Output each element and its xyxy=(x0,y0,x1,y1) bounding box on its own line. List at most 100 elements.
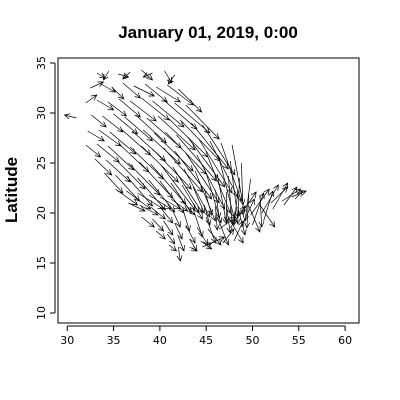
wind-arrow xyxy=(133,85,156,97)
wind-arrow xyxy=(216,216,230,246)
wind-arrow xyxy=(163,220,174,236)
wind-arrow xyxy=(228,216,244,244)
wind-arrow xyxy=(104,172,124,194)
wind-arrow xyxy=(126,190,152,210)
wind-arrow xyxy=(150,163,187,205)
wind-arrow xyxy=(191,122,229,170)
wind-arrow xyxy=(170,198,189,212)
wind-arrow xyxy=(196,154,226,210)
wind-arrow xyxy=(207,228,222,246)
wind-arrow xyxy=(213,205,220,231)
wind-arrow xyxy=(192,202,203,220)
wind-arrow xyxy=(129,100,157,122)
wind-arrow xyxy=(152,148,192,190)
wind-arrow xyxy=(172,166,203,214)
wind-arrow xyxy=(233,220,244,242)
wind-arrow xyxy=(203,204,212,226)
wind-arrow xyxy=(94,158,113,176)
y-tick-label: 15 xyxy=(35,256,48,270)
wind-arrow xyxy=(96,99,115,111)
wind-arrow xyxy=(176,134,217,182)
wind-arrow xyxy=(141,216,155,228)
wind-arrow xyxy=(185,104,220,140)
wind-arrow xyxy=(168,244,178,252)
x-tick-label: 50 xyxy=(245,334,259,347)
wind-arrow xyxy=(128,162,161,196)
chart-title: January 01, 2019, 0:00 xyxy=(118,23,298,42)
wind-arrow xyxy=(164,70,173,84)
wind-arrow xyxy=(150,206,167,220)
wind-arrow xyxy=(258,194,265,228)
y-tick-label: 35 xyxy=(35,56,48,70)
wind-arrow xyxy=(163,147,204,193)
wind-arrow xyxy=(141,145,179,183)
wind-arrow xyxy=(115,188,139,206)
wind-arrow xyxy=(215,189,222,219)
wind-arrow xyxy=(174,222,183,240)
x-tick-label: 55 xyxy=(292,334,306,347)
y-tick-label: 20 xyxy=(35,206,48,220)
wind-arrow xyxy=(148,194,172,210)
wind-arrow xyxy=(189,245,198,252)
y-axis-label: Latitude xyxy=(2,157,21,223)
wind-arrow xyxy=(90,81,105,89)
wind-arrow xyxy=(159,196,182,210)
wind-arrow xyxy=(118,98,142,118)
plot-frame xyxy=(57,57,360,324)
x-tick-label: 35 xyxy=(107,334,121,347)
wind-arrow xyxy=(183,212,191,232)
wind-arrow xyxy=(294,190,304,200)
wind-arrow xyxy=(172,210,181,228)
x-tick-label: 60 xyxy=(338,334,352,347)
wind-arrow xyxy=(139,161,174,199)
wind-arrow xyxy=(107,145,135,171)
wind-arrow xyxy=(63,113,77,120)
wind-arrow xyxy=(198,138,233,194)
wind-arrow xyxy=(144,83,168,103)
wind-arrow xyxy=(239,191,257,217)
wind-arrow xyxy=(115,174,141,202)
wind-arrow xyxy=(176,246,183,262)
wind-arrow xyxy=(107,101,128,117)
wind-arrow xyxy=(211,236,226,244)
wind-arrow xyxy=(141,97,170,121)
wind-arrow xyxy=(141,69,154,81)
wind-arrow xyxy=(124,116,154,142)
wind-arrow xyxy=(283,186,298,206)
wind-arrow xyxy=(152,218,165,232)
wind-arrow xyxy=(259,204,276,228)
wind-arrow xyxy=(148,179,176,213)
wind-arrow xyxy=(135,114,168,144)
wind-arrow xyxy=(244,193,251,229)
wind-arrow xyxy=(203,188,214,216)
wind-arrow xyxy=(85,94,98,104)
wind-arrow xyxy=(192,186,205,214)
wind-arrow xyxy=(154,132,194,172)
wind-arrow xyxy=(167,74,175,85)
wind-arrow xyxy=(187,136,226,188)
wind-arrow xyxy=(111,86,125,100)
wind-arrow xyxy=(180,119,221,162)
wind-arrow xyxy=(113,113,139,135)
wind-arrow xyxy=(142,72,153,78)
wind-arrow xyxy=(272,182,289,210)
wind-arrow xyxy=(126,175,154,207)
wind-arrow xyxy=(252,192,265,226)
wind-arrow xyxy=(137,192,165,210)
wind-arrow xyxy=(117,160,146,190)
x-tick-label: 45 xyxy=(199,334,213,347)
wind-arrow xyxy=(87,130,105,142)
wind-arrow xyxy=(157,115,196,151)
wind-arrow xyxy=(202,242,213,248)
wind-arrow xyxy=(291,190,307,198)
wind-arrow xyxy=(102,115,124,133)
wind-arrow xyxy=(139,204,159,216)
arrow-field xyxy=(63,69,307,262)
wind-arrow xyxy=(102,70,110,81)
wind-arrow xyxy=(109,131,137,155)
wind-arrow xyxy=(250,188,270,216)
wind-arrow xyxy=(163,99,198,130)
wind-arrow xyxy=(152,100,185,128)
wind-arrow xyxy=(96,143,120,163)
